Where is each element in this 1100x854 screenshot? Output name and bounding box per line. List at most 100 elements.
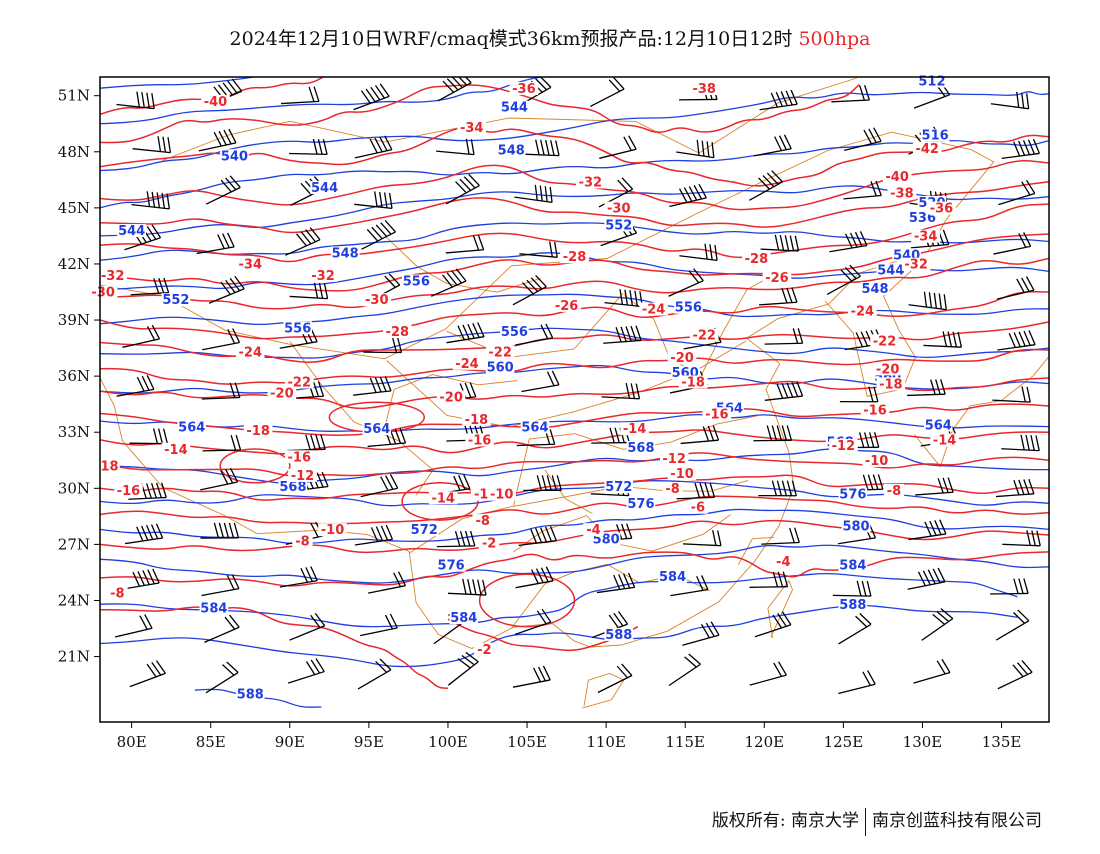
lon-tick-label: 115E (665, 733, 705, 751)
temperature-contour-label: -30 (91, 286, 115, 301)
temperature-contour-label: -8 (295, 534, 309, 549)
copyright-text: 版权所有: 南京大学 (712, 811, 859, 831)
height-contour-label: 548 (332, 246, 359, 261)
height-contour-label: 576 (627, 497, 654, 512)
temperature-contour-label: -20 (670, 351, 694, 366)
temperature-contour-label: -8 (110, 587, 124, 602)
lon-tick-label: 95E (354, 733, 384, 751)
temperature-contour-label: -18 (465, 413, 489, 428)
lat-tick-label: 45N (58, 199, 90, 217)
temperature-contour-label: -24 (455, 357, 479, 372)
height-contour-label: 584 (839, 559, 866, 574)
temperature-contour-label: -10 (321, 523, 345, 538)
temperature-contour-label: -10 (490, 488, 514, 503)
temperature-contour-label: -16 (288, 450, 312, 465)
lat-tick-label: 33N (58, 423, 90, 441)
lat-tick-label: 51N (58, 87, 90, 105)
lon-tick-label: 120E (745, 733, 785, 751)
lat-tick-label: 42N (58, 255, 90, 273)
lon-tick-label: 80E (117, 733, 147, 751)
temperature-contour-label: -28 (386, 325, 410, 340)
temperature-contour-label: -12 (291, 469, 315, 484)
height-contour-label: 552 (605, 218, 632, 233)
height-contour-label: 544 (311, 181, 338, 196)
temperature-contour-label: -16 (863, 404, 887, 419)
temperature-contour-label: -14 (431, 491, 455, 506)
height-contour-label: 544 (877, 263, 904, 278)
temperature-contour-label: -6 (691, 501, 705, 516)
footer: 版权所有: 南京大学南京创蓝科技有限公司 (712, 806, 1042, 836)
temperature-contour-label: -16 (117, 484, 141, 499)
lat-tick-label: 30N (58, 479, 90, 497)
height-contour-label: 564 (925, 418, 952, 433)
temperature-contour-label: -26 (765, 271, 789, 286)
temperature-contour-label: 18 (100, 460, 118, 475)
lon-tick-label: 105E (507, 733, 547, 751)
temperature-contour-label: -12 (662, 452, 686, 467)
temperature-contour-label: -38 (692, 82, 716, 97)
temperature-contour-label: -24 (642, 303, 666, 318)
height-contour-label: 556 (403, 275, 430, 290)
height-contour-label: 568 (627, 441, 654, 456)
temperature-contour-label: -28 (563, 250, 587, 265)
temperature-contour-label: -34 (239, 258, 263, 273)
company-text: 南京创蓝科技有限公司 (872, 811, 1042, 831)
height-contour-label: 588 (839, 598, 866, 613)
height-contour-label: 540 (221, 149, 248, 164)
temperature-contour-label: -10 (865, 454, 889, 469)
lon-tick-label: 130E (903, 733, 943, 751)
temperature-contour-label: -32 (904, 258, 928, 273)
temperature-contour-label: -22 (873, 334, 897, 349)
height-contour-label: 580 (842, 519, 869, 534)
temperature-contour-label: -32 (579, 175, 603, 190)
temperature-contour-label: -34 (914, 230, 938, 245)
lon-tick-label: 90E (275, 733, 305, 751)
height-contour-label: 548 (498, 144, 525, 159)
temperature-contour-label: -8 (665, 482, 679, 497)
temperature-contour-label: -20 (876, 362, 900, 377)
temperature-contour-label: -8 (887, 484, 901, 499)
lat-tick-label: 24N (58, 591, 90, 609)
temperature-contour-label: -40 (885, 170, 909, 185)
temperature-contour-label: -36 (930, 202, 954, 217)
temperature-contour-label: -14 (164, 443, 188, 458)
height-contour-label: 556 (675, 301, 702, 316)
temperature-contour-label: -30 (607, 202, 631, 217)
temperature-contour-label: -2 (482, 536, 496, 551)
temperature-contour-label: -16 (705, 407, 729, 422)
temperature-contour-label: -14 (933, 433, 957, 448)
temperature-contour-label: -22 (488, 346, 512, 361)
temperature-contour-label: -18 (246, 424, 270, 439)
height-contour-label: 556 (501, 325, 528, 340)
height-contour-label: 548 (861, 282, 888, 297)
temperature-contour-label: -18 (879, 377, 903, 392)
height-contour-label: 572 (411, 523, 438, 538)
temperature-contour-label: -36 (512, 82, 536, 97)
height-contour-label: 572 (605, 480, 632, 495)
lon-tick-label: 110E (586, 733, 626, 751)
height-contour-label: 560 (487, 361, 514, 376)
height-contour-label: 576 (438, 559, 465, 574)
temperature-contour-label: -24 (239, 346, 263, 361)
lat-tick-label: 36N (58, 367, 90, 385)
height-contour-label: 588 (237, 688, 264, 703)
temperature-contour-label: -14 (623, 422, 647, 437)
temperature-contour-label: -26 (555, 299, 579, 314)
lat-tick-label: 27N (58, 535, 90, 553)
temperature-contour-label: -42 (915, 142, 939, 157)
lat-tick-label: 48N (58, 143, 90, 161)
temperature-contour-label: -30 (365, 293, 389, 308)
height-contour-label: 552 (162, 293, 189, 308)
temperature-contour-label: -32 (311, 269, 335, 284)
temperature-contour-label: -28 (745, 252, 769, 267)
height-contour-label: 564 (363, 422, 390, 437)
height-contour-label: 584 (200, 602, 227, 617)
height-contour-label: 588 (605, 628, 632, 643)
temperature-contour-label: -16 (468, 433, 492, 448)
lat-tick-label: 39N (58, 311, 90, 329)
temperature-contour-label: -24 (851, 304, 875, 319)
temperature-contour-label: -4 (776, 555, 790, 570)
